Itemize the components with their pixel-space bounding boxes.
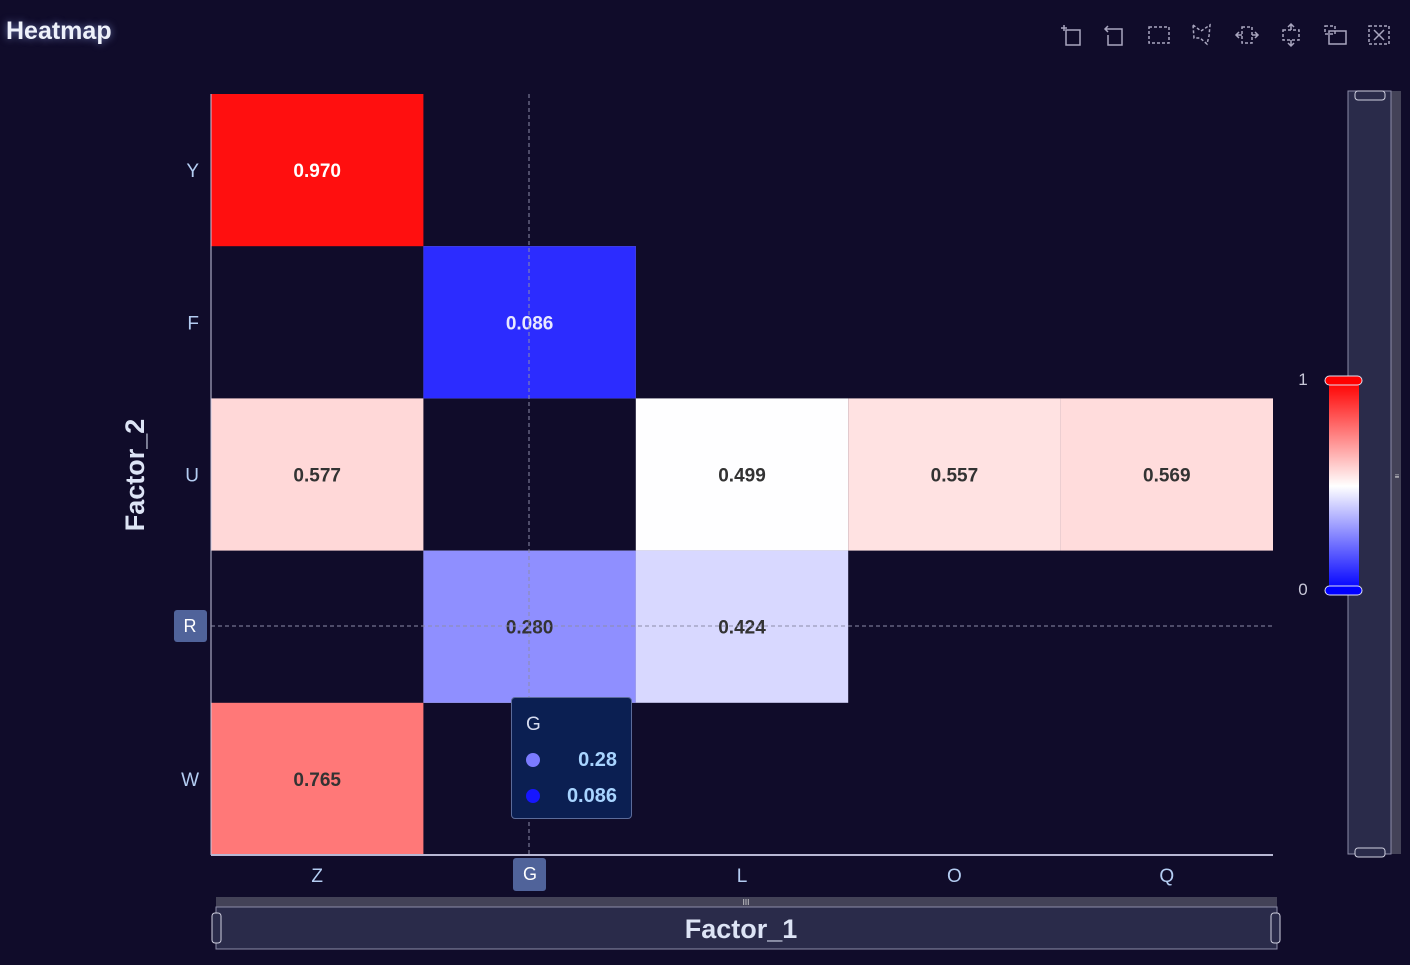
y-datazoom-handle-top[interactable] — [1354, 90, 1386, 101]
heatmap-cell[interactable] — [635, 550, 849, 703]
x-tick-label: Z — [311, 866, 323, 887]
clear-selection-icon[interactable] — [1366, 22, 1392, 48]
heatmap-cell[interactable] — [423, 246, 636, 399]
tooltip-value: 0.086 — [566, 784, 617, 807]
tooltip: G 0.28 0.086 — [511, 697, 632, 819]
heatmap-cell[interactable] — [1060, 398, 1273, 551]
heatmap-cell[interactable] — [423, 550, 636, 703]
line-x-select-icon[interactable] — [1234, 22, 1260, 48]
y-axis-pointer-text: R — [184, 616, 197, 636]
tooltip-row: 0.086 — [526, 784, 617, 808]
x-tick-label: L — [737, 866, 748, 887]
x-datazoom-handle-left[interactable] — [211, 912, 222, 944]
tooltip-value: 0.28 — [578, 748, 617, 771]
heatmap-cell[interactable] — [211, 94, 424, 247]
keep-selection-icon[interactable] — [1322, 22, 1348, 48]
tooltip-title: G — [526, 714, 541, 735]
x-axis-pointer-label — [513, 858, 546, 891]
series-marker-icon — [526, 789, 540, 803]
x-datazoom-handle-right[interactable] — [1270, 912, 1281, 944]
zoom-icon[interactable] — [1058, 22, 1084, 48]
visual-map-max-label: 1 — [1298, 370, 1307, 389]
visual-map[interactable]: 1 0 — [1298, 370, 1363, 599]
cell-value-label: 0.499 — [718, 466, 766, 487]
y-tick-label: Y — [186, 161, 199, 182]
heatmap-cell[interactable] — [211, 702, 424, 855]
tooltip-row: 0.28 — [526, 748, 617, 772]
cell-value-label: 0.086 — [506, 313, 554, 334]
heatmap-cell[interactable] — [848, 398, 1061, 551]
x-axis-title: Factor_1 — [685, 914, 798, 944]
visual-map-min-label: 0 — [1298, 580, 1307, 599]
cell-value-label: 0.577 — [293, 466, 341, 487]
y-tick-label: U — [185, 466, 199, 487]
svg-text:III: III — [743, 898, 750, 907]
cell-value-label: 0.280 — [506, 618, 554, 639]
y-datazoom-handle-bottom[interactable] — [1354, 847, 1386, 858]
chart-title: Heatmap — [6, 17, 112, 45]
visual-map-handle-max[interactable] — [1324, 375, 1363, 386]
cell-value-label: 0.557 — [931, 466, 979, 487]
x-datazoom-slider[interactable]: III Factor_1 — [211, 897, 1281, 950]
visual-map-handle-min[interactable] — [1324, 585, 1363, 596]
y-axis-pointer-label — [174, 610, 207, 642]
cell-value-label: 0.970 — [293, 161, 341, 182]
y-tick-label: F — [187, 313, 199, 334]
x-tick-label: O — [947, 866, 962, 887]
heatmap-cell[interactable] — [635, 398, 849, 551]
rect-select-icon[interactable] — [1146, 22, 1172, 48]
x-axis-pointer-text: G — [523, 864, 537, 884]
cell-value-label: 0.569 — [1143, 466, 1191, 487]
cell-value-label: 0.424 — [718, 618, 766, 639]
toolbox — [1058, 22, 1392, 48]
visual-map-gradient — [1329, 382, 1359, 590]
y-axis-title: Factor_2 — [120, 419, 150, 532]
line-y-select-icon[interactable] — [1278, 22, 1304, 48]
x-tick-label: Q — [1159, 866, 1174, 887]
y-tick-label: W — [181, 770, 199, 791]
svg-text:≡: ≡ — [1395, 472, 1400, 481]
polygon-select-icon[interactable] — [1190, 22, 1216, 48]
heatmap-cell[interactable] — [211, 398, 424, 551]
series-marker-icon — [526, 753, 540, 767]
cell-value-label: 0.765 — [293, 770, 341, 791]
zoom-reset-icon[interactable] — [1102, 22, 1128, 48]
